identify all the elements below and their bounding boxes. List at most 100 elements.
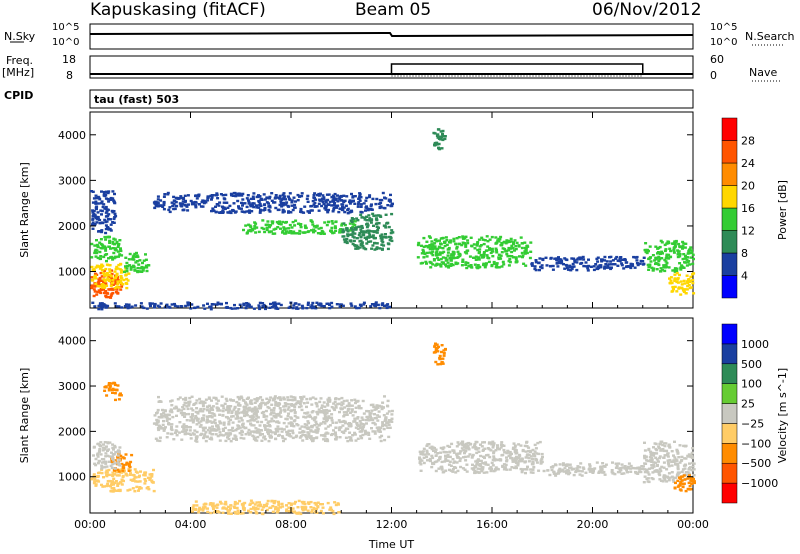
data-cell	[215, 402, 219, 405]
data-cell	[469, 264, 473, 267]
power-feature	[643, 239, 695, 273]
data-cell	[104, 306, 108, 309]
data-cell	[428, 251, 432, 254]
data-cell	[431, 244, 435, 247]
data-cell	[386, 221, 390, 225]
data-cell	[561, 462, 565, 465]
data-cell	[651, 471, 655, 474]
data-cell	[676, 485, 680, 488]
data-cell	[496, 458, 500, 462]
data-cell	[100, 283, 104, 286]
data-cell	[562, 470, 566, 473]
data-cell	[625, 261, 629, 264]
data-cell	[109, 196, 113, 200]
data-cell	[460, 440, 464, 443]
data-cell	[525, 445, 529, 448]
data-cell	[334, 421, 338, 424]
data-cell	[174, 200, 178, 204]
data-cell	[179, 196, 183, 200]
data-cell	[348, 202, 352, 205]
data-cell	[384, 213, 388, 216]
data-cell	[211, 425, 214, 428]
data-cell	[353, 232, 357, 235]
data-cell	[111, 471, 115, 474]
data-cell	[418, 461, 422, 464]
data-cell	[505, 460, 509, 463]
data-cell	[327, 409, 331, 412]
data-cell	[221, 511, 225, 514]
data-cell	[115, 277, 119, 281]
data-cell	[603, 267, 606, 270]
data-cell	[341, 235, 345, 238]
data-cell	[162, 411, 166, 414]
data-cell	[135, 260, 139, 263]
data-cell	[286, 396, 290, 399]
data-cell	[231, 209, 235, 212]
data-cell	[434, 342, 437, 345]
station-title: Kapuskasing (fitACF)	[90, 0, 266, 20]
data-cell	[244, 433, 248, 436]
data-cell	[208, 503, 212, 506]
data-cell	[534, 268, 538, 272]
data-cell	[103, 274, 106, 277]
data-cell	[124, 265, 127, 268]
data-cell	[441, 357, 445, 360]
data-cell	[105, 273, 109, 276]
data-cell	[306, 435, 310, 438]
data-cell	[558, 467, 562, 471]
data-cell	[614, 257, 618, 260]
data-cell	[105, 284, 109, 287]
data-cell	[591, 471, 595, 474]
data-cell	[245, 304, 249, 307]
data-cell	[306, 301, 310, 304]
data-cell	[612, 263, 616, 266]
data-cell	[688, 286, 692, 290]
data-cell	[218, 439, 222, 442]
data-cell	[108, 480, 112, 483]
data-cell	[316, 427, 320, 431]
data-cell	[323, 405, 327, 408]
data-cell	[444, 236, 448, 239]
data-cell	[388, 426, 392, 429]
data-cell	[100, 458, 104, 461]
data-cell	[680, 479, 684, 482]
data-cell	[230, 411, 234, 415]
data-cell	[299, 400, 303, 403]
data-cell	[180, 409, 184, 412]
data-cell	[673, 268, 677, 272]
data-cell	[428, 236, 432, 239]
data-cell	[97, 307, 101, 311]
data-cell	[259, 405, 263, 408]
data-cell	[98, 222, 102, 225]
data-cell	[103, 485, 106, 488]
data-cell	[185, 432, 189, 435]
data-cell	[685, 274, 689, 277]
power-colorbar-label: Power [dB]	[776, 180, 789, 240]
data-cell	[229, 512, 233, 515]
data-cell	[345, 227, 349, 230]
data-cell	[163, 193, 167, 196]
data-cell	[106, 277, 110, 280]
data-cell	[424, 260, 428, 264]
data-cell	[523, 252, 527, 255]
data-cell	[196, 412, 200, 415]
data-cell	[569, 466, 573, 469]
data-cell	[139, 470, 142, 473]
data-cell	[464, 450, 467, 453]
data-cell	[229, 306, 233, 310]
data-cell	[112, 199, 116, 202]
data-cell	[306, 427, 310, 430]
data-cell	[366, 415, 370, 419]
data-cell	[487, 260, 491, 264]
data-cell	[263, 198, 267, 201]
data-cell	[245, 407, 249, 410]
data-cell	[491, 464, 495, 467]
data-cell	[223, 402, 227, 405]
data-cell	[568, 268, 572, 272]
data-cell	[371, 418, 375, 421]
data-cell	[224, 408, 228, 412]
data-cell	[296, 400, 300, 403]
nsky-panel-frame	[89, 23, 694, 50]
data-cell	[99, 291, 103, 295]
data-cell	[275, 306, 279, 310]
